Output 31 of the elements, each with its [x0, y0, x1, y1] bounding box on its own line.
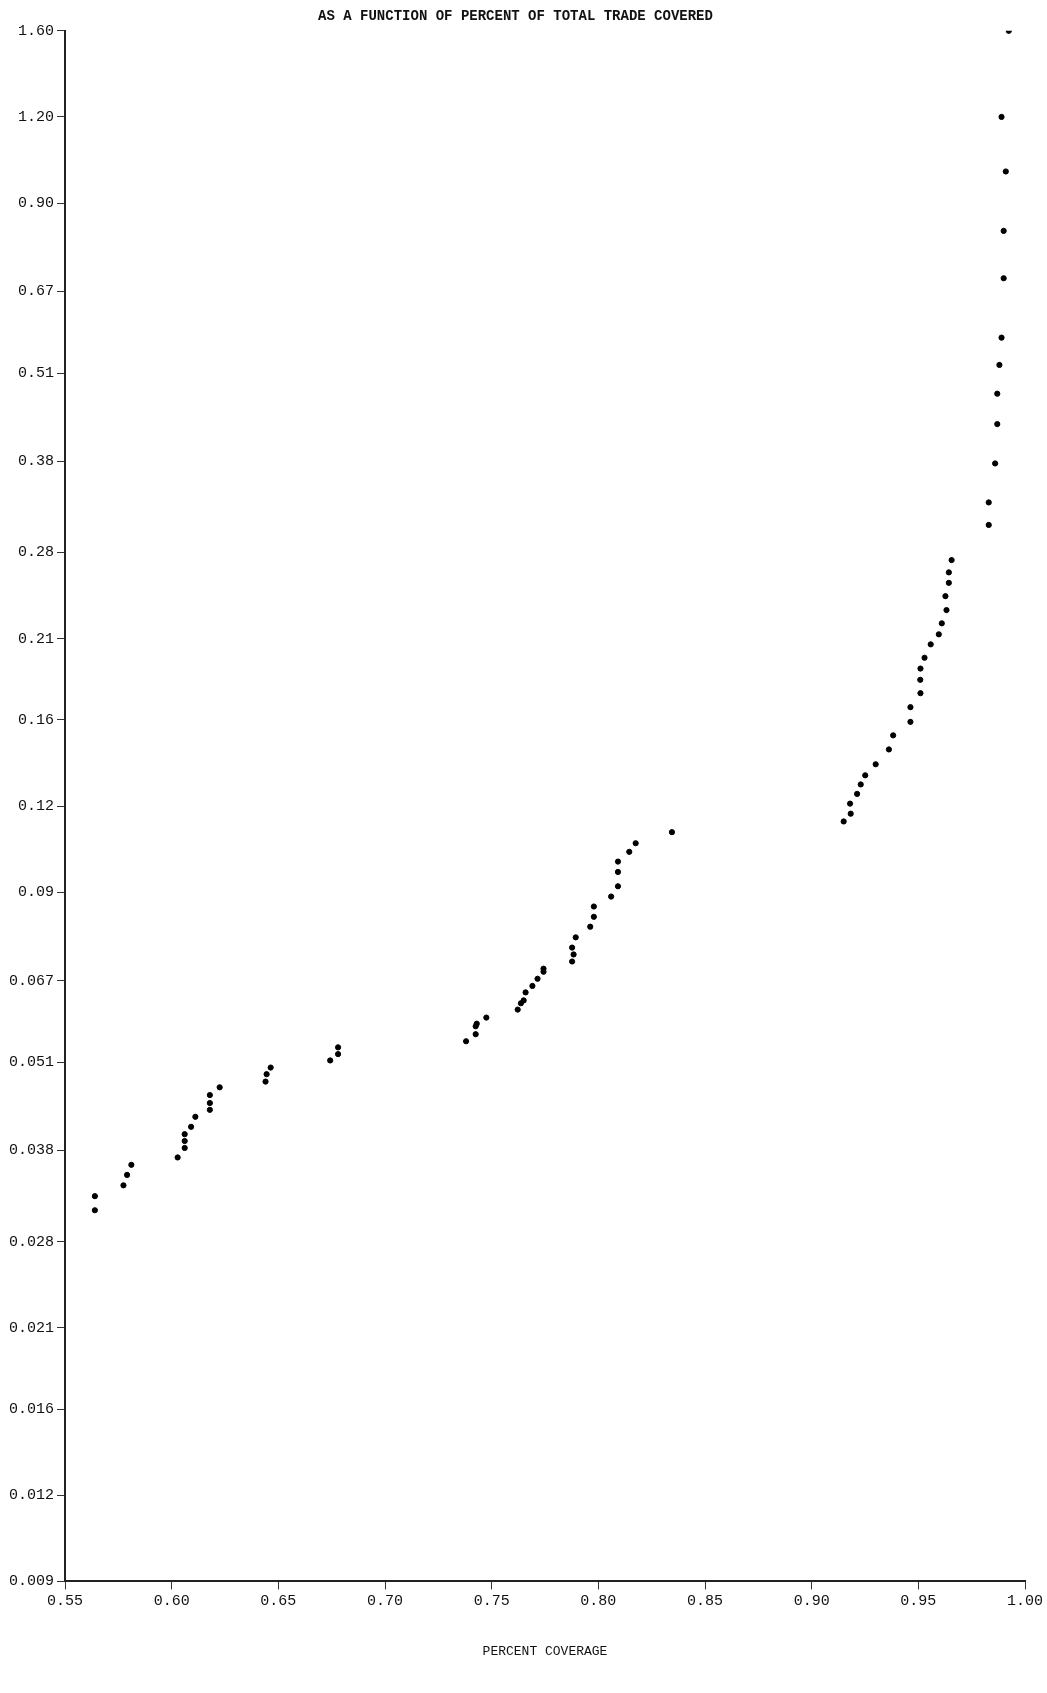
y-tick-label: 0.038 — [8, 1142, 55, 1160]
x-tick-label: 0.55 — [47, 1593, 84, 1611]
y-tick-label: 0.28 — [17, 544, 55, 562]
y-tick-label: 0.09 — [17, 884, 55, 902]
y-tick-label: 0.021 — [8, 1319, 55, 1337]
y-tick-label: 0.51 — [17, 364, 55, 382]
x-tick-label: 0.85 — [686, 1593, 724, 1611]
y-tick-label: 0.16 — [17, 711, 55, 729]
y-tick-label: 0.028 — [8, 1233, 55, 1251]
y-tick-label: 0.016 — [8, 1401, 55, 1419]
chart-title: AS A FUNCTION OF PERCENT OF TOTAL TRADE COVERED — [318, 7, 713, 24]
y-tick-label: 1.20 — [17, 108, 55, 126]
x-tick-label: 0.60 — [153, 1593, 190, 1611]
y-tick-label: 0.67 — [17, 283, 55, 301]
y-tick-label: 1.60 — [17, 22, 55, 40]
y-tick-label: 0.38 — [17, 453, 55, 471]
y-tick-label: 0.051 — [8, 1054, 55, 1072]
y-tick-label: 0.12 — [17, 798, 55, 816]
y-tick-label: 0.009 — [8, 1573, 55, 1591]
x-tick-label: 1.00 — [1006, 1593, 1044, 1611]
y-tick-label: 0.067 — [8, 972, 55, 990]
x-tick-label: 0.80 — [580, 1593, 617, 1611]
y-tick-label: 0.90 — [17, 194, 55, 212]
x-tick-label: 0.65 — [260, 1593, 297, 1611]
y-tick-label: 0.21 — [17, 630, 55, 648]
x-tick-label: 0.90 — [793, 1593, 830, 1611]
x-axis-title: PERCENT COVERAGE — [482, 1643, 608, 1659]
x-tick-label: 0.75 — [473, 1593, 510, 1611]
y-tick-label: 0.012 — [8, 1487, 55, 1505]
x-tick-label: 0.70 — [367, 1593, 404, 1611]
x-tick-label: 0.95 — [900, 1593, 937, 1611]
